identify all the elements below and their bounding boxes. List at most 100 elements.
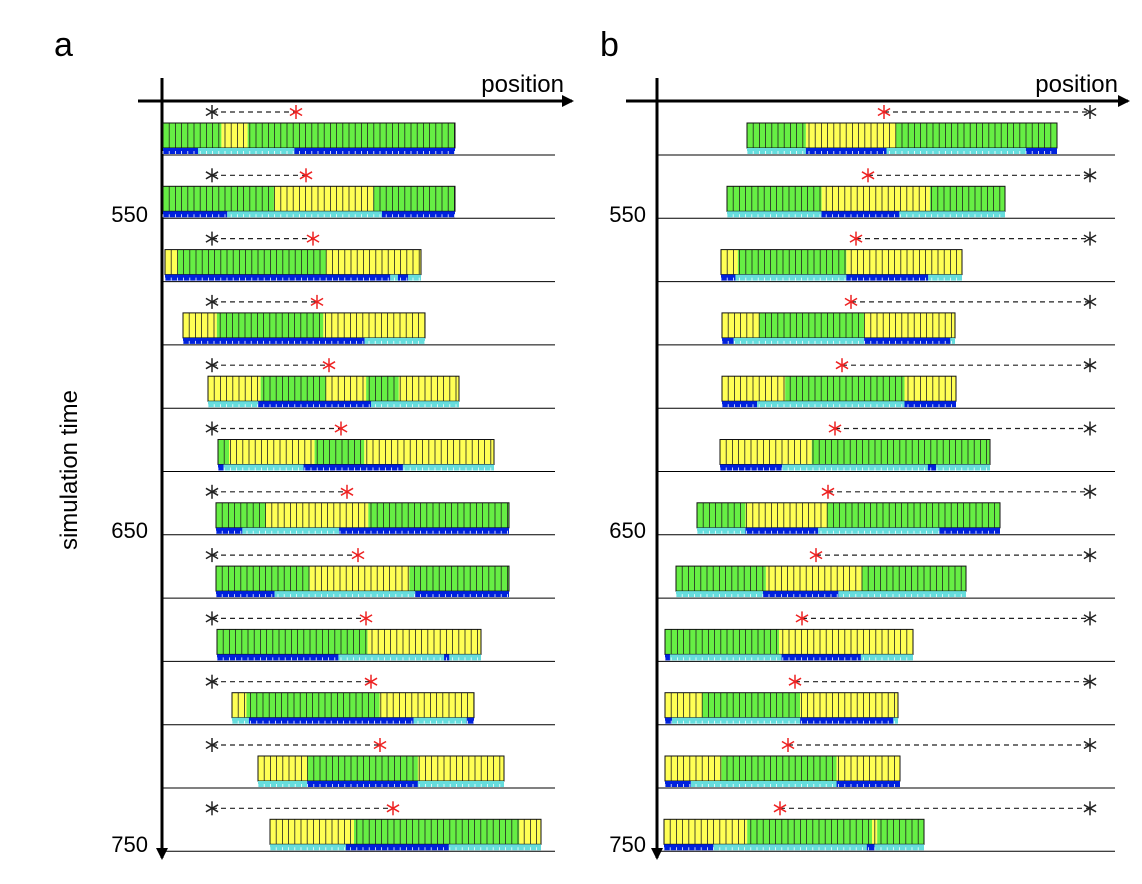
panel-a-row-1 [162,168,555,219]
panel-a-row-black-marker-stroke [205,171,219,180]
panel-a-row-segment [273,186,374,212]
panel-a-row-track [345,844,449,851]
panel-a-row-3 [162,294,555,346]
panel-a-row-segment [265,502,369,528]
panel-a-row-red-marker [373,738,387,752]
panel-b-row-track [713,844,867,851]
panel-a-row-red-marker-stroke [299,171,313,180]
panel-b-row-track [763,591,839,598]
panel-a-row-track [218,464,224,471]
panel-b-row-red-marker-stroke [781,740,795,750]
panel-a-row-red-marker-stroke [373,740,387,750]
panel-b-row-track [838,591,966,598]
panel-b-row-segment [759,312,865,338]
panel-b-row-red-marker-stroke [828,424,842,433]
panel-b-row-segment [805,123,896,148]
panel-b-row-10 [657,738,1115,789]
panel-a-row-black-marker [205,168,219,183]
panel-b-row-black-marker [1083,421,1097,436]
panel-b-row-track [665,717,672,724]
panel-a-row-11 [162,801,555,852]
panel-b-row-track [821,211,900,218]
panel-a-row-red-marker-stroke [310,297,324,307]
panel-b-row-track [781,654,861,661]
panel-a-row-red-marker-stroke [340,487,354,496]
panel-b-row-red-marker [861,168,875,183]
panel-b-letter: b [600,26,619,64]
panel-b-row-segment [861,566,966,592]
panel-b-row-track [950,337,955,344]
panel-b-row-black-marker [1083,484,1097,499]
panel-b-row-segment [785,376,905,402]
panel-b-row-track [836,781,900,787]
panel-a-row-segment [208,376,261,402]
panel-a-row-red-marker-stroke [306,234,320,243]
panel-b-row-black-marker [1083,294,1097,309]
panel-b-row-track [866,844,875,851]
panel-a-row-segment [325,376,367,402]
panel-b-row-red-marker-stroke [835,361,849,370]
panel-a-row-red-marker [351,548,365,563]
panel-b-row-2 [657,231,1115,283]
panel-a-row-segment [218,439,230,465]
panel-a-row-track [371,401,459,408]
panel-a-row-black-marker [205,105,219,119]
panel-b-row-segment [722,376,786,402]
panel-a-rows [162,105,555,852]
panel-a-row-segment [398,376,459,402]
panel-b-row-track [846,274,929,281]
panel-b-row-black-marker [1083,674,1097,689]
panel-b-row-red-marker-stroke [795,614,809,623]
panel-b-row-black-marker-stroke [1083,614,1097,623]
panel-b-row-1 [657,168,1115,219]
panel-b-row-red-marker-stroke [773,804,787,813]
panel-b-row-segment [779,629,913,655]
panel-a: a position 550 650 750 [54,26,574,860]
panel-b-row-black-marker-stroke [1083,550,1097,560]
panel-b-row-track [899,211,1005,218]
panel-b-row-track [904,401,956,408]
panel-b-row-segment [676,566,766,592]
panel-b-row-red-marker [773,801,787,816]
panel-a-row-track [258,401,372,408]
panel-b-row-black-marker-stroke [1083,171,1097,180]
panel-b-row-black-marker-stroke [1083,361,1097,370]
panel-b-row-red-marker-stroke [844,297,858,307]
panel-a-row-segment [229,439,315,465]
panel-b-row-black-marker-stroke [1083,234,1097,243]
panel-b-row-segment [800,692,898,718]
panel-a-row-red-marker-stroke [359,614,373,623]
panel-a-row-track [448,844,541,851]
panel-a-row-black-marker-stroke [205,361,219,370]
panel-a-row-track [413,717,467,724]
panel-b-x-axis-label: position [1035,71,1118,98]
panel-a-row-black-marker [205,358,219,373]
panel-b-row-track [757,401,905,408]
panel-a-row-0 [162,105,555,156]
panel-a-row-6 [162,484,555,536]
panel-a-row-segment [368,502,509,528]
panel-a-row-black-marker [205,801,219,816]
panel-b-row-segment [904,376,956,402]
panel-a-row-segment [379,692,474,718]
panel-b-row-red-marker [788,674,802,689]
panel-a-row-red-marker-stroke [351,550,365,560]
panel-a-row-red-marker [340,484,354,499]
panel-a-row-segment [163,123,222,148]
panel-a-row-segment [409,566,509,592]
panel-a-row-track [307,781,418,787]
panel-b-row-track [800,717,894,724]
panel-a-tick-550: 550 [111,202,148,227]
panel-a-row-red-marker [359,611,373,626]
panel-b-row-black-marker [1083,548,1097,563]
panel-a-row-2 [162,231,555,283]
panel-b-row-red-marker [821,484,835,499]
panel-a-row-9 [162,674,555,726]
panel-b-row-black-marker-stroke [1083,424,1097,433]
panel-b-row-track [782,464,928,471]
panel-a-row-black-marker-stroke [205,614,219,623]
panel-a-tick-750: 750 [111,832,148,857]
panel-a-row-7 [162,548,555,599]
panel-a-row-black-marker-stroke [205,740,219,750]
